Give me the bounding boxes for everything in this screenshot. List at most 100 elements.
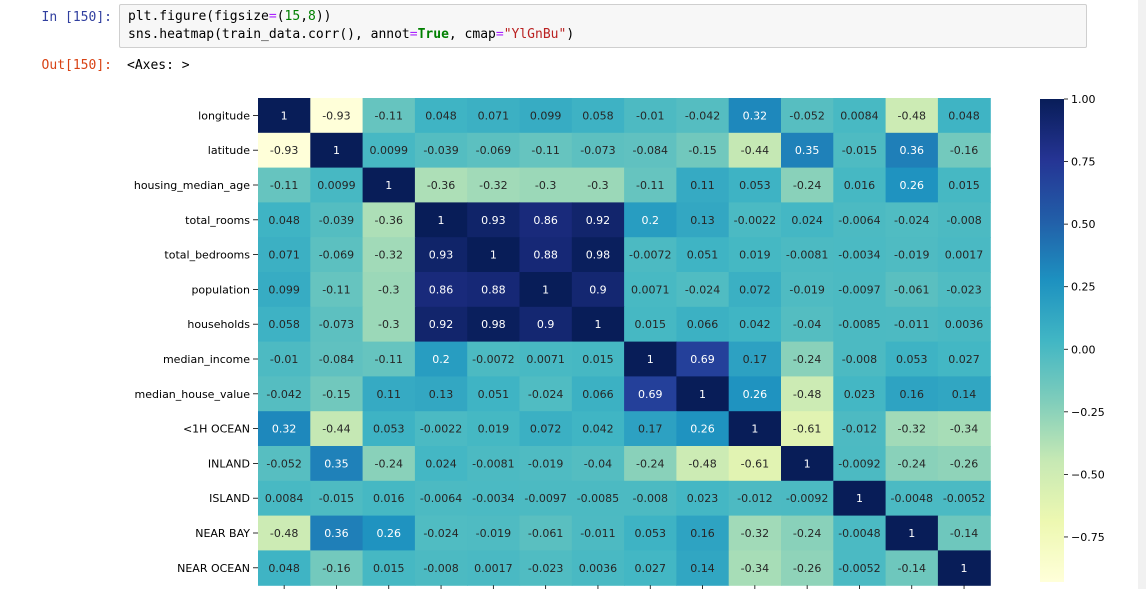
- heatmap-cell: [624, 515, 677, 551]
- heatmap-cell: [781, 306, 834, 343]
- heatmap-cell: [258, 167, 311, 203]
- cell-annotation: -0.019: [789, 283, 824, 296]
- cell-annotation: -0.0072: [629, 249, 671, 262]
- code-token: =: [495, 27, 504, 42]
- heatmap-cell: [624, 446, 677, 482]
- cell-annotation: 0.015: [373, 562, 405, 575]
- cell-annotation: 0.26: [900, 179, 925, 192]
- cell-annotation: 0.099: [530, 109, 562, 122]
- cell-annotation: 1: [647, 353, 654, 366]
- heatmap-cell: [676, 202, 730, 238]
- row-label: NEAR OCEAN: [177, 562, 250, 575]
- code-token: sns.heatmap(train_data.corr(), annot: [128, 27, 410, 42]
- cell-annotation: -0.012: [842, 423, 877, 436]
- cell-annotation: -0.008: [423, 562, 458, 575]
- code-token: 15: [284, 9, 301, 24]
- vertical-scrollbar[interactable]: [1138, 0, 1146, 589]
- row-label: housing_median_age: [134, 179, 250, 192]
- heatmap-cell: [467, 480, 521, 517]
- cell-annotation: 0.0071: [526, 353, 565, 366]
- heatmap-cell: [571, 306, 625, 343]
- cell-annotation: 0.35: [324, 457, 349, 470]
- heatmap-cell: [362, 98, 416, 134]
- cell-annotation: -0.0097: [838, 283, 880, 296]
- cell-annotation: -0.32: [375, 249, 403, 262]
- code-token: True: [417, 27, 449, 42]
- heatmap-cell: [781, 167, 834, 203]
- heatmap-cell: [728, 411, 782, 447]
- heatmap-cell: [833, 515, 887, 551]
- cell-annotation: -0.0072: [472, 353, 514, 366]
- heatmap-cell: [414, 306, 468, 343]
- cell-annotation: 1: [438, 214, 445, 227]
- cell-annotation: -0.015: [842, 144, 877, 157]
- heatmap-cell: [937, 376, 991, 412]
- heatmap-cell: [676, 98, 730, 134]
- cell-annotation: 1: [699, 388, 706, 401]
- heatmap-cell: [885, 550, 939, 586]
- heatmap-cell: [833, 341, 887, 377]
- heatmap-cell: [258, 98, 311, 134]
- cell-annotation: -0.019: [894, 249, 929, 262]
- heatmap-cell: [676, 550, 730, 586]
- heatmap-cell: [571, 376, 625, 412]
- cell-annotation: 0.051: [478, 388, 510, 401]
- heatmap-cell: [885, 237, 939, 273]
- cell-annotation: 1: [804, 457, 811, 470]
- heatmap-cell: [833, 132, 887, 169]
- cell-annotation: -0.0022: [420, 423, 462, 436]
- heatmap-cell: [728, 480, 782, 517]
- cell-annotation: -0.11: [322, 283, 350, 296]
- heatmap-cell: [467, 411, 521, 447]
- heatmap-cell: [833, 446, 887, 482]
- cell-annotation: 0.058: [268, 318, 300, 331]
- heatmap-cell: [362, 480, 416, 517]
- heatmap-cell: [728, 237, 782, 273]
- cell-annotation: 0.0084: [840, 109, 879, 122]
- cell-annotation: 0.86: [429, 283, 454, 296]
- cell-annotation: -0.61: [793, 423, 821, 436]
- heatmap-cell: [571, 237, 625, 273]
- heatmap-cell: [728, 167, 782, 203]
- code-line-1: plt.figure(figsize=(15,8)): [128, 8, 1086, 26]
- heatmap-cell: [414, 167, 468, 203]
- heatmap-cell: [728, 550, 782, 586]
- cell-annotation: -0.0092: [838, 457, 880, 470]
- cell-annotation: 0.015: [948, 179, 980, 192]
- heatmap-cell: [310, 411, 364, 447]
- cell-annotation: 0.048: [268, 214, 300, 227]
- heatmap-cell: [571, 98, 625, 134]
- heatmap-cell: [258, 550, 311, 586]
- cell-annotation: -0.0052: [943, 492, 985, 505]
- code-cell[interactable]: plt.figure(figsize=(15,8)) sns.heatmap(tr…: [119, 4, 1087, 48]
- heatmap-cell: [885, 132, 939, 169]
- code-token: ): [566, 27, 575, 42]
- heatmap-cell: [414, 132, 468, 169]
- cell-annotation: 0.17: [743, 353, 768, 366]
- cell-annotation: -0.0097: [524, 492, 566, 505]
- heatmap-cell: [676, 411, 730, 447]
- cell-annotation: -0.019: [528, 457, 563, 470]
- heatmap-cell: [414, 202, 468, 238]
- heatmap-cell: [258, 515, 311, 551]
- heatmap-cell: [571, 202, 625, 238]
- heatmap-cell: [781, 202, 834, 238]
- cell-annotation: 0.042: [582, 423, 614, 436]
- heatmap-cell: [781, 515, 834, 551]
- heatmap-cell: [310, 167, 364, 203]
- heatmap-cell: [519, 515, 573, 551]
- heatmap-cell: [624, 550, 677, 586]
- heatmap-cell: [937, 202, 991, 238]
- cell-annotation: -0.61: [741, 457, 769, 470]
- cell-annotation: -0.14: [898, 562, 926, 575]
- cell-annotation: -0.3: [587, 179, 608, 192]
- cell-annotation: 0.26: [743, 388, 768, 401]
- cell-annotation: 0.93: [481, 214, 506, 227]
- cell-annotation: -0.14: [950, 527, 978, 540]
- heatmap-cell: [833, 237, 887, 273]
- cell-annotation: -0.039: [423, 144, 458, 157]
- heatmap-cell: [467, 237, 521, 273]
- cell-annotation: -0.0081: [472, 457, 514, 470]
- cell-annotation: 1: [856, 492, 863, 505]
- cell-annotation: -0.3: [378, 283, 399, 296]
